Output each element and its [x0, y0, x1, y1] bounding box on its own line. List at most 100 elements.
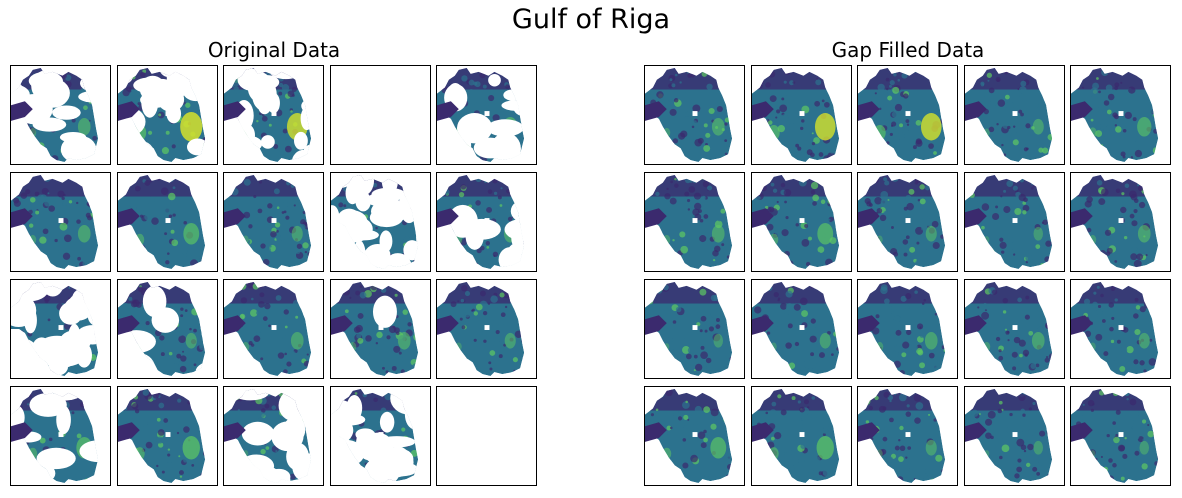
gulf-water	[645, 281, 733, 377]
gulf-water	[224, 174, 312, 270]
gulf-water	[117, 174, 205, 270]
map-tile	[329, 65, 431, 165]
island	[58, 325, 64, 330]
map-tile	[750, 386, 852, 486]
island	[905, 432, 911, 437]
tile-map	[117, 388, 205, 484]
gulf-water	[645, 388, 733, 484]
island	[1012, 218, 1017, 223]
gulf-water	[751, 281, 839, 377]
tile-map	[224, 67, 312, 163]
tile-map	[331, 66, 430, 164]
tile-map	[11, 388, 99, 484]
tile-map	[858, 174, 946, 270]
island	[1118, 218, 1124, 223]
tile-map	[964, 388, 1052, 484]
map-tile	[857, 65, 958, 165]
tile-map	[858, 281, 946, 377]
island	[692, 218, 698, 223]
tile-map	[645, 174, 733, 270]
tile-map	[437, 174, 525, 270]
tile-map	[1071, 174, 1159, 270]
island	[484, 218, 490, 223]
island	[165, 218, 170, 223]
map-tile	[750, 172, 852, 272]
map-tile	[329, 386, 431, 486]
map-tile	[436, 65, 537, 165]
map-tile	[10, 386, 111, 486]
tile-map	[645, 388, 733, 484]
island	[1012, 325, 1017, 330]
map-tile	[10, 65, 111, 165]
map-tile	[329, 279, 431, 379]
gulf-water	[964, 281, 1052, 377]
map-tile	[329, 172, 431, 272]
island	[271, 325, 277, 330]
map-tile	[644, 65, 745, 165]
tile-map	[751, 174, 839, 270]
map-tile	[10, 279, 111, 379]
tile-map	[751, 388, 839, 484]
island	[378, 325, 383, 330]
tile-map	[117, 281, 205, 377]
island	[58, 218, 64, 223]
tile-map	[437, 67, 525, 163]
map-tile	[963, 279, 1065, 379]
island	[1118, 432, 1124, 437]
gulf-water	[1071, 388, 1159, 484]
panel-title-original: Original Data	[207, 38, 341, 62]
island	[799, 218, 804, 223]
tile-map	[437, 281, 525, 377]
island	[484, 325, 490, 330]
gulf-water	[858, 281, 946, 377]
island	[1012, 432, 1017, 437]
island	[58, 111, 64, 116]
island	[165, 432, 170, 437]
island	[1118, 325, 1124, 330]
tile-map	[1071, 67, 1159, 163]
island	[692, 111, 698, 116]
map-tile	[644, 279, 745, 379]
tile-map	[1071, 281, 1159, 377]
map-tile	[963, 172, 1065, 272]
island	[1012, 111, 1017, 116]
map-tile	[857, 386, 958, 486]
map-tile	[223, 279, 324, 379]
tile-map	[964, 174, 1052, 270]
map-tile	[857, 172, 958, 272]
map-tile	[436, 386, 537, 486]
island	[905, 111, 911, 116]
gulf-water	[858, 67, 946, 163]
map-tile	[1070, 65, 1171, 165]
tile-map	[751, 67, 839, 163]
map-tile	[223, 172, 324, 272]
tile-map	[858, 67, 946, 163]
island	[165, 111, 170, 116]
island	[799, 432, 804, 437]
map-tile	[10, 172, 111, 272]
map-tile	[1070, 386, 1171, 486]
tile-map	[224, 174, 312, 270]
map-tile	[116, 279, 218, 379]
map-tile	[963, 386, 1065, 486]
island	[484, 111, 490, 116]
tile-map	[117, 174, 205, 270]
map-tile	[223, 65, 324, 165]
island	[799, 111, 804, 116]
island	[905, 218, 911, 223]
tile-map	[858, 388, 946, 484]
island	[905, 325, 911, 330]
tile-map	[645, 67, 733, 163]
panel-title-gap-filled: Gap Filled Data	[831, 38, 985, 62]
map-tile	[223, 386, 324, 486]
gulf-water	[437, 281, 525, 377]
gulf-water	[964, 174, 1052, 270]
island	[271, 218, 277, 223]
tile-map	[11, 174, 99, 270]
tile-map	[330, 388, 418, 484]
gulf-water	[858, 388, 946, 484]
map-tile	[644, 172, 745, 272]
map-tile	[116, 386, 218, 486]
map-tile	[750, 65, 852, 165]
map-tile	[750, 279, 852, 379]
